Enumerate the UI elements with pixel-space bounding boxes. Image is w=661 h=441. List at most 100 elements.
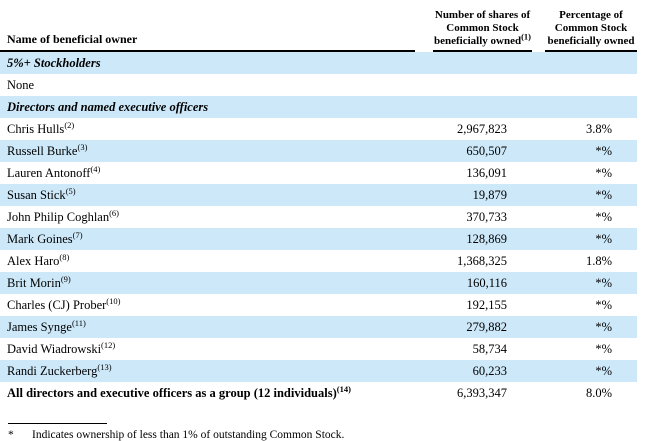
header-column-gap [532, 9, 545, 52]
table-row: Russell Burke(3) 650,507 *% [0, 140, 637, 162]
owner-name-cell: Chris Hulls(2) [0, 119, 433, 137]
owner-name: Brit Morin [7, 275, 61, 290]
footnote-ref: (2) [64, 119, 75, 130]
header-pct-line1: Percentage of [559, 9, 623, 21]
percentage-value-cell: *% [595, 165, 612, 180]
table-row: All directors and executive officers as … [0, 382, 637, 404]
footnote-divider [8, 423, 107, 424]
shares-value-cell: 128,869 [466, 231, 507, 246]
owner-name-cell: David Wiadrowski(12) [0, 339, 433, 357]
owner-name-cell: Lauren Antonoff(4) [0, 163, 433, 181]
footnote-ref: (3) [77, 141, 88, 152]
owner-name-cell: 5%+ Stockholders [0, 56, 433, 71]
shares-value-cell: 19,879 [472, 187, 507, 202]
percentage-value-cell: *% [595, 341, 612, 356]
owner-name: Russell Burke [7, 143, 78, 158]
table-row: Randi Zuckerberg(13) 60,233 *% [0, 360, 637, 382]
owner-name: All directors and executive officers as … [7, 385, 337, 400]
shares-value-cell: 6,393,347 [457, 385, 507, 400]
percentage-value-cell: *% [595, 275, 612, 290]
owner-name-cell: None [0, 78, 433, 93]
footnote-row: * Indicates ownership of less than 1% of… [0, 429, 661, 441]
table-row: Susan Stick(5) 19,879 *% [0, 184, 637, 206]
header-pct-line2: Common Stock [554, 22, 628, 34]
shares-value-cell: 650,507 [466, 143, 507, 158]
percentage-value-cell: 3.8% [585, 121, 612, 136]
owner-name-cell: Brit Morin(9) [0, 273, 433, 291]
header-percentage-column: Percentage of Common Stock beneficially … [545, 9, 637, 52]
footnote-text: Indicates ownership of less than 1% of o… [32, 429, 345, 441]
percentage-value-cell: *% [595, 143, 612, 158]
shares-value-cell: 1,368,325 [457, 253, 507, 268]
footnote-ref: (7) [72, 229, 83, 240]
owner-name: Lauren Antonoff [7, 165, 91, 180]
percentage-value-cell: *% [595, 187, 612, 202]
owner-name: Susan Stick [7, 187, 66, 202]
percentage-value-cell: *% [595, 231, 612, 246]
owner-name: Charles (CJ) Prober [7, 297, 107, 312]
owner-name: David Wiadrowski [7, 341, 102, 356]
owner-name-cell: Mark Goines(7) [0, 229, 433, 247]
footnote: * Indicates ownership of less than 1% of… [0, 423, 661, 441]
table-row: Alex Haro(8) 1,368,325 1.8% [0, 250, 637, 272]
header-shares-column: Number of shares of Common Stock benefic… [433, 9, 532, 52]
footnote-ref: (9) [60, 273, 71, 284]
table-row: 5%+ Stockholders [0, 52, 637, 74]
shares-value-cell: 60,233 [472, 363, 507, 378]
table-row: Mark Goines(7) 128,869 *% [0, 228, 637, 250]
owner-name: None [7, 77, 35, 92]
owner-name: Randi Zuckerberg [7, 363, 98, 378]
owner-name-cell: Susan Stick(5) [0, 185, 433, 203]
percentage-value-cell: 8.0% [585, 385, 612, 400]
shares-value-cell: 279,882 [466, 319, 507, 334]
footnote-ref: (4) [90, 163, 101, 174]
owner-name: Mark Goines [7, 231, 73, 246]
header-shares-line3: beneficially owned(1) [433, 31, 531, 47]
footnote-ref: (5) [65, 185, 76, 196]
footnote-ref: (10) [106, 295, 121, 306]
header-shares-line2: Common Stock [446, 22, 519, 34]
percentage-value-cell: *% [595, 363, 612, 378]
owner-name-cell: James Synge(11) [0, 317, 433, 335]
percentage-value-cell: 1.8% [585, 253, 612, 268]
owner-name-cell: All directors and executive officers as … [0, 383, 433, 401]
table-body: 5%+ Stockholders None Directors and named … [0, 52, 637, 404]
owner-name-cell: Russell Burke(3) [0, 141, 433, 159]
shares-value-cell: 136,091 [466, 165, 507, 180]
table-row: John Philip Coghlan(6) 370,733 *% [0, 206, 637, 228]
shares-value-cell: 160,116 [466, 275, 507, 290]
table-row: Lauren Antonoff(4) 136,091 *% [0, 162, 637, 184]
shares-value-cell: 58,734 [472, 341, 507, 356]
percentage-value-cell: *% [595, 297, 612, 312]
section-label: 5%+ Stockholders [7, 55, 101, 70]
footnote-ref: (8) [59, 251, 70, 262]
footnote-ref: (14) [336, 383, 351, 394]
owner-name: Alex Haro [7, 253, 60, 268]
header-name-label: Name of beneficial owner [7, 32, 138, 46]
table-row: James Synge(11) 279,882 *% [0, 316, 637, 338]
owner-name-cell: Directors and named executive officers [0, 100, 433, 115]
table-row: Brit Morin(9) 160,116 *% [0, 272, 637, 294]
percentage-value-cell: *% [595, 209, 612, 224]
owner-name: John Philip Coghlan [7, 209, 110, 224]
table-row: Directors and named executive officers [0, 96, 637, 118]
percentage-value-cell: *% [595, 319, 612, 334]
shares-value-cell: 2,967,823 [457, 121, 507, 136]
table-row: None [0, 74, 637, 96]
footnote-ref: (13) [97, 361, 112, 372]
table-row: Chris Hulls(2) 2,967,823 3.8% [0, 118, 637, 140]
beneficial-ownership-table: Name of beneficial owner Number of share… [0, 9, 637, 404]
footnote-ref: (6) [109, 207, 120, 218]
owner-name-cell: Alex Haro(8) [0, 251, 433, 269]
footnote-ref: (11) [71, 317, 86, 328]
table-header: Name of beneficial owner Number of share… [0, 9, 637, 52]
owner-name: Chris Hulls [7, 121, 65, 136]
header-shares-line1: Number of shares of [434, 9, 531, 21]
shares-value-cell: 370,733 [466, 209, 507, 224]
owner-name-cell: Charles (CJ) Prober(10) [0, 295, 433, 313]
table-row: Charles (CJ) Prober(10) 192,155 *% [0, 294, 637, 316]
footnote-symbol: * [8, 429, 14, 441]
footnote-ref-1: (1) [521, 31, 531, 42]
footnote-ref: (12) [101, 339, 116, 350]
